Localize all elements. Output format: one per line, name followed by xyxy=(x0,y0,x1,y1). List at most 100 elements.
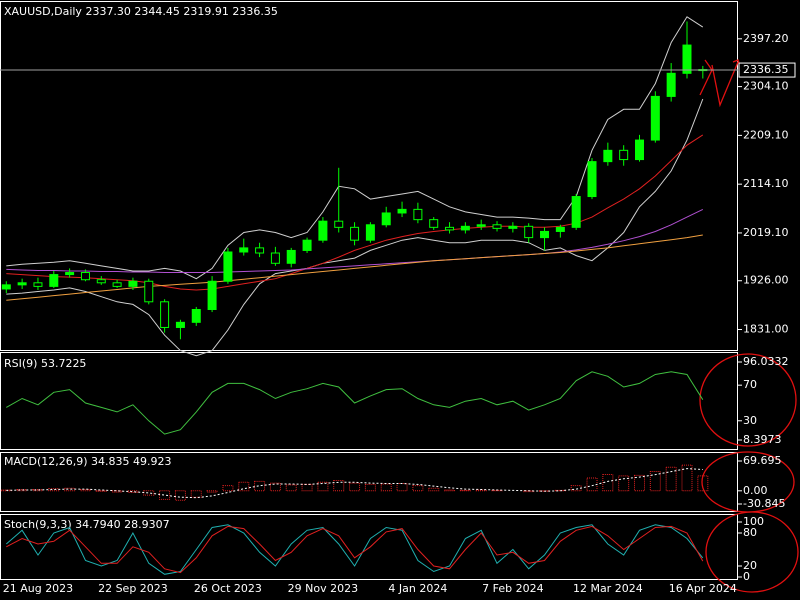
macd-bar xyxy=(681,464,693,492)
series-line xyxy=(6,208,704,273)
macd-bar xyxy=(364,483,376,492)
macd-bar xyxy=(174,490,186,501)
candle-body xyxy=(302,239,312,251)
macd-bar xyxy=(602,474,614,492)
y-tick-label: 30 xyxy=(743,414,757,427)
stoch-panel xyxy=(0,514,738,580)
candle-body xyxy=(666,72,676,97)
x-tick-label: 12 Mar 2024 xyxy=(573,582,643,595)
macd-bar xyxy=(238,481,250,492)
y-tick-label: 69.695 xyxy=(743,454,782,467)
price-panel xyxy=(0,1,738,351)
x-tick-label: 26 Oct 2023 xyxy=(194,582,262,595)
candle-body xyxy=(175,321,185,328)
macd-bar xyxy=(412,485,424,492)
current-price-label: 2336.35 xyxy=(743,63,789,76)
macd-bar xyxy=(618,475,630,492)
annotations xyxy=(699,59,799,593)
candle-body xyxy=(334,220,344,228)
candle-body xyxy=(365,224,375,241)
candle-body xyxy=(207,280,217,310)
candle-body xyxy=(650,95,660,141)
x-tick-label: 16 Apr 2024 xyxy=(669,582,737,595)
y-tick-label: 2397.20 xyxy=(743,32,789,45)
macd-bar xyxy=(349,482,361,492)
candle-body xyxy=(144,280,154,303)
macd-bar xyxy=(79,489,91,492)
candle-body xyxy=(555,226,565,232)
series-line xyxy=(6,16,704,280)
y-tick-label: -30.845 xyxy=(743,497,785,510)
candle-body xyxy=(635,139,644,161)
y-tick-label: 80 xyxy=(743,526,757,539)
x-tick-label: 4 Jan 2024 xyxy=(388,582,447,595)
macd-bar xyxy=(111,490,123,493)
macd-bar xyxy=(301,483,313,492)
candle-body xyxy=(318,220,328,241)
current-price-box xyxy=(738,62,796,78)
candle-body xyxy=(619,149,629,161)
y-tick-label: 2209.10 xyxy=(743,128,789,141)
macd-bar xyxy=(222,485,234,492)
series-line xyxy=(6,525,704,574)
candle-body xyxy=(413,208,423,221)
candle-body xyxy=(492,224,502,229)
candle-body xyxy=(476,224,486,227)
panel-title: RSI(9) 53.7225 xyxy=(4,357,86,370)
series-line xyxy=(6,134,704,291)
series-line xyxy=(6,468,703,499)
macd-bar xyxy=(317,481,329,492)
y-tick-label: 2019.10 xyxy=(743,226,789,239)
candle-body xyxy=(350,226,360,241)
macd-bar xyxy=(269,482,281,492)
candle-body xyxy=(524,225,534,239)
y-tick-label: 2304.10 xyxy=(743,80,789,93)
candle-body xyxy=(49,274,59,287)
candle-body xyxy=(682,44,692,74)
macd-panel xyxy=(0,452,738,512)
macd-bar xyxy=(190,490,202,498)
series-line xyxy=(6,234,703,301)
candle-body xyxy=(80,272,90,281)
candle-body xyxy=(255,247,265,254)
candle-body xyxy=(96,279,106,284)
macd-bar xyxy=(206,490,218,493)
y-tick-label: 8.3973 xyxy=(743,433,782,446)
candle-body xyxy=(540,230,550,239)
macd-bar xyxy=(64,487,76,492)
macd-bar xyxy=(285,484,297,492)
x-tick-label: 7 Feb 2024 xyxy=(482,582,543,595)
candle-body xyxy=(429,219,439,228)
candle-body xyxy=(239,247,249,253)
candle-body xyxy=(571,196,581,228)
y-tick-label: 1831.00 xyxy=(743,323,789,336)
panel-title: MACD(12,26,9) 34.835 49.923 xyxy=(4,455,172,468)
y-tick-label: 1926.00 xyxy=(743,274,789,287)
candle-body xyxy=(160,301,170,328)
series-line xyxy=(6,98,704,357)
macd-bar xyxy=(48,488,60,492)
candle-body xyxy=(128,280,138,287)
macd-bar xyxy=(665,466,677,492)
candle-body xyxy=(587,161,597,198)
x-tick-label: 21 Aug 2023 xyxy=(3,582,73,595)
candle-body xyxy=(270,252,280,264)
y-tick-label: 0 xyxy=(743,570,750,583)
y-tick-label: 96.0332 xyxy=(743,355,789,368)
x-tick-label: 22 Sep 2023 xyxy=(98,582,168,595)
candle-body xyxy=(460,225,470,231)
series-line xyxy=(6,371,704,435)
annotation-arrow xyxy=(699,59,713,96)
candle-body xyxy=(508,225,518,229)
annotation-circle xyxy=(699,353,797,447)
y-tick-label: 0.00 xyxy=(743,484,768,497)
x-tick-label: 29 Nov 2023 xyxy=(288,582,358,595)
candle-body xyxy=(191,308,201,323)
macd-bar xyxy=(254,480,266,492)
series-line xyxy=(5,524,704,575)
candle-body xyxy=(33,282,43,287)
macd-bar xyxy=(697,475,709,492)
